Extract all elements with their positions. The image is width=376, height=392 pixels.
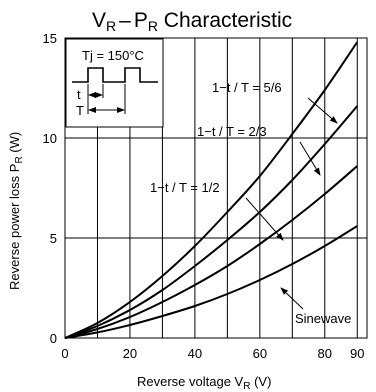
x-tick-label: 60 bbox=[253, 346, 267, 361]
series-line-3 bbox=[64, 225, 358, 339]
curves: 1−t / T = 5/6 1−t / T = 2/3 1−t / T = 1/2 S… bbox=[64, 41, 359, 339]
inset-T-label: T bbox=[76, 103, 84, 118]
annotation-arrow-0 bbox=[307, 97, 338, 124]
series-line-2 bbox=[64, 165, 358, 339]
series-line-1 bbox=[64, 105, 359, 339]
inset-t-label: t bbox=[77, 87, 81, 102]
x-tick-label: 0 bbox=[61, 346, 68, 361]
y-tick-label: 10 bbox=[43, 131, 57, 146]
x-axis-label: Reverse voltage VR (V) bbox=[137, 374, 271, 392]
series-line-0 bbox=[64, 41, 359, 339]
pulse-waveform bbox=[72, 67, 158, 83]
x-tick-label: 90 bbox=[350, 346, 364, 361]
series-annotation-3: Sinewave bbox=[295, 311, 351, 326]
inset: Tj = 150°C t T bbox=[65, 38, 164, 128]
tick-labels: 0 20 40 60 80 90 0 5 10 15 bbox=[43, 31, 365, 361]
chart-title: VR – PR Characteristic bbox=[92, 9, 292, 34]
x-tick-label: 80 bbox=[318, 346, 332, 361]
series-annotation-1: 1−t / T = 2/3 bbox=[197, 124, 267, 139]
x-tick-label: 20 bbox=[123, 346, 137, 361]
x-tick-label: 40 bbox=[188, 346, 202, 361]
inset-tj-label: Tj = 150°C bbox=[82, 48, 144, 63]
annotation-arrow-2 bbox=[245, 197, 284, 241]
annotation-arrow-3 bbox=[280, 287, 304, 310]
y-tick-label: 15 bbox=[43, 31, 57, 46]
grid bbox=[65, 38, 367, 338]
annotation-arrow-1 bbox=[299, 141, 321, 176]
series-annotation-0: 1−t / T = 5/6 bbox=[212, 80, 282, 95]
series-annotation-2: 1−t / T = 1/2 bbox=[150, 180, 220, 195]
y-tick-label: 5 bbox=[50, 231, 57, 246]
plot-frame bbox=[64, 37, 368, 339]
y-tick-label: 0 bbox=[50, 331, 57, 346]
y-axis-label: Reverse power loss PR (W) bbox=[7, 132, 25, 290]
